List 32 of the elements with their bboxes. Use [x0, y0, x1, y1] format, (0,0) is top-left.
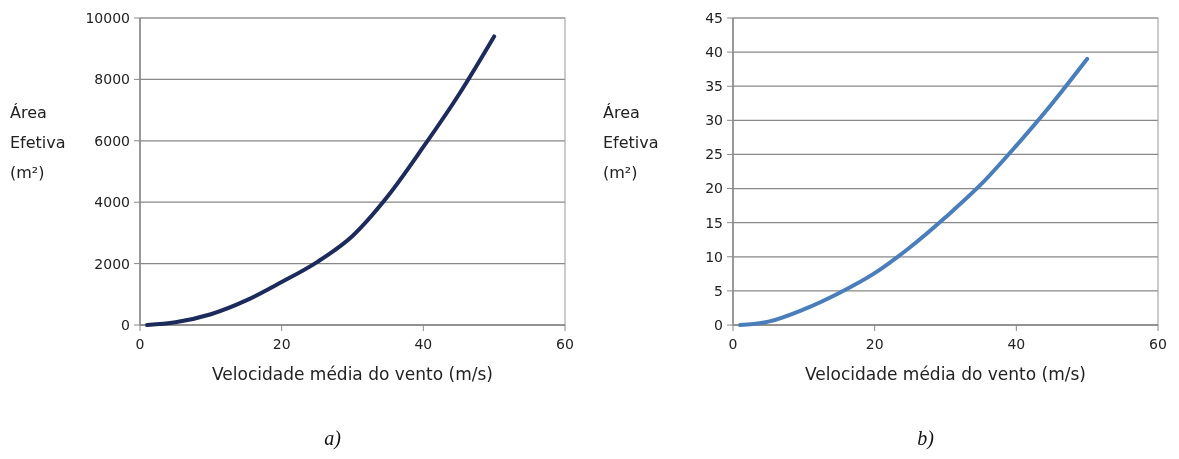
- y-tick-label: 10000: [85, 9, 130, 26]
- y-tick-label: 15: [705, 214, 723, 231]
- y-tick-label: 6000: [94, 132, 130, 149]
- y-tick-label: 10: [705, 248, 723, 265]
- y-tick-label: 35: [705, 78, 723, 95]
- y-tick-label: 8000: [94, 71, 130, 88]
- y-tick-label: 2000: [94, 255, 130, 272]
- y-axis-title: Área Efetiva (m²): [10, 103, 66, 182]
- y-tick-label: 45: [705, 9, 723, 26]
- x-tick-label: 60: [556, 336, 574, 352]
- x-tick-label: 0: [135, 336, 145, 352]
- y-tick-label: 30: [705, 112, 723, 129]
- line-series: [738, 56, 1090, 327]
- x-tick-label: 0: [728, 336, 738, 352]
- y-tick-label: 0: [714, 316, 723, 333]
- x-axis-title: Velocidade média do vento (m/s): [805, 364, 1086, 384]
- x-tick-label: 40: [414, 336, 433, 352]
- x-tick-label: 20: [865, 336, 884, 352]
- x-tick-label: 40: [1007, 336, 1026, 352]
- y-tick-label: 25: [705, 146, 723, 163]
- y-axis-title: Área Efetiva (m²): [603, 103, 659, 182]
- y-tick-label: 4000: [94, 194, 130, 211]
- y-tick-label: 20: [705, 180, 723, 197]
- text: a): [324, 427, 342, 450]
- y-tick-label: 40: [705, 44, 723, 61]
- y-tick-label: 5: [714, 282, 723, 299]
- line-series: [145, 34, 497, 327]
- text: b): [917, 427, 935, 450]
- x-tick-label: 60: [1149, 336, 1167, 352]
- y-tick-label: 0: [121, 316, 130, 333]
- x-tick-label: 20: [272, 336, 291, 352]
- x-axis-title: Velocidade média do vento (m/s): [212, 364, 493, 384]
